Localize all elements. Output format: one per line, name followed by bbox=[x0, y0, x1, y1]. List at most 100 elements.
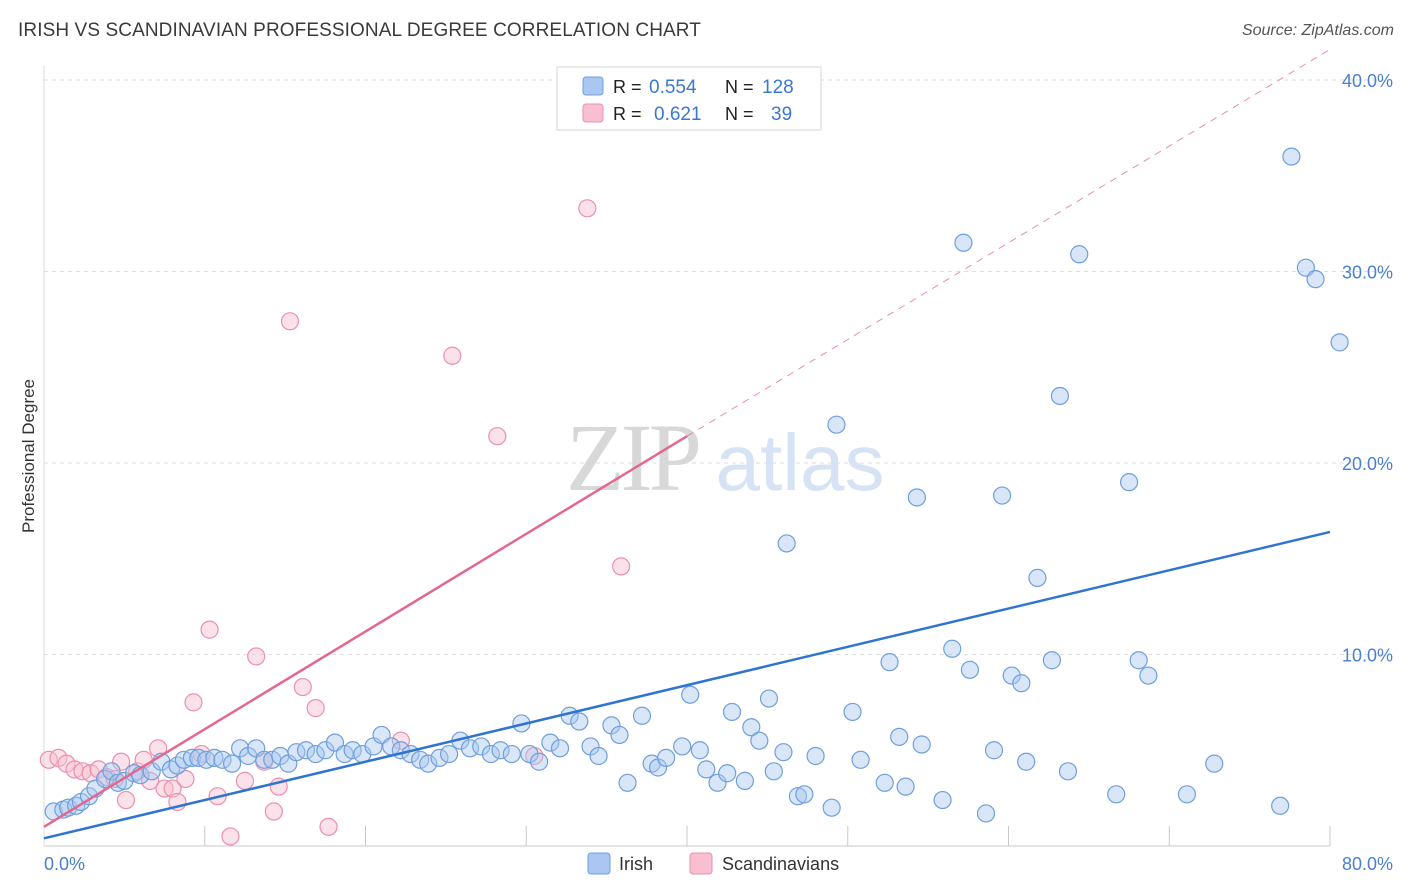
irish-point bbox=[851, 750, 870, 769]
irish-point bbox=[182, 748, 201, 768]
scandinavians-point bbox=[293, 677, 312, 697]
irish-point bbox=[1058, 762, 1078, 781]
x-tick-label-max: 80.0% bbox=[1342, 854, 1393, 874]
scandinavians-point bbox=[611, 557, 631, 576]
scandinavians-point bbox=[247, 647, 266, 666]
irish-point bbox=[673, 737, 692, 756]
chart-title: IRISH VS SCANDINAVIAN PROFESSIONAL DEGRE… bbox=[18, 20, 701, 41]
bottom-legend-irish-label: Irish bbox=[619, 854, 653, 874]
legend-irish-n-label: N = bbox=[725, 77, 754, 97]
irish-point bbox=[1017, 752, 1036, 771]
irish-point bbox=[697, 760, 716, 779]
irish-point bbox=[690, 741, 709, 760]
irish-point bbox=[472, 737, 491, 756]
scandinavians-point bbox=[280, 312, 300, 331]
irish-point bbox=[708, 773, 727, 792]
scandinavians-trendline bbox=[43, 435, 688, 828]
irish-point bbox=[1050, 386, 1070, 406]
scandinavians-point bbox=[264, 802, 283, 821]
irish-point bbox=[1177, 785, 1197, 804]
legend-scand-r-label: R = bbox=[613, 104, 642, 124]
scandinavians-point bbox=[116, 790, 136, 810]
irish-point bbox=[735, 771, 754, 790]
scandinavians-trendline-extension bbox=[686, 48, 1331, 437]
irish-point bbox=[491, 741, 510, 760]
irish-point bbox=[316, 741, 335, 760]
legend-irish-swatch bbox=[582, 76, 604, 96]
bottom-legend-scand-swatch bbox=[689, 852, 713, 875]
irish-point bbox=[742, 718, 761, 737]
y-tick-label: 10.0% bbox=[1342, 646, 1393, 666]
irish-point bbox=[296, 741, 316, 760]
irish-point bbox=[1070, 245, 1089, 264]
irish-point bbox=[822, 798, 841, 817]
irish-point bbox=[1330, 333, 1349, 352]
irish-point bbox=[1129, 651, 1148, 670]
irish-point bbox=[1205, 754, 1224, 773]
trend-lines bbox=[43, 48, 1331, 840]
irish-point bbox=[960, 660, 980, 679]
x-tick-label-min: 0.0% bbox=[44, 854, 85, 874]
scandinavians-point bbox=[221, 827, 240, 846]
irish-point bbox=[439, 744, 459, 764]
irish-point bbox=[788, 787, 808, 806]
irish-point bbox=[954, 233, 973, 252]
x-axis-ticks bbox=[204, 826, 1331, 846]
irish-point bbox=[774, 743, 793, 762]
irish-point bbox=[213, 750, 232, 769]
irish-point bbox=[1139, 666, 1158, 685]
scandinavians-point bbox=[488, 427, 507, 446]
irish-point bbox=[610, 725, 629, 745]
legend-irish-r-label: R = bbox=[613, 77, 642, 97]
irish-point bbox=[222, 754, 242, 773]
legend-scand-n-label: N = bbox=[725, 104, 754, 124]
irish-point bbox=[907, 488, 926, 507]
legend-box: R = 0.554 N = 128 R = 0.621 N = 39 bbox=[556, 66, 822, 131]
irish-point bbox=[976, 804, 996, 823]
y-tick-label: 20.0% bbox=[1342, 454, 1393, 474]
scandinavians-point bbox=[391, 731, 410, 750]
irish-point bbox=[984, 741, 1004, 760]
irish-point bbox=[1042, 651, 1062, 670]
scandinavians-point bbox=[200, 620, 219, 639]
irish-point bbox=[750, 731, 769, 750]
legend-irish-r-value: 0.554 bbox=[649, 77, 697, 98]
scandinavians-point bbox=[112, 752, 131, 771]
irish-trendline bbox=[43, 530, 1331, 840]
bottom-legend: Irish Scandinavians bbox=[587, 852, 839, 875]
legend-scand-swatch bbox=[582, 103, 604, 123]
irish-point bbox=[681, 685, 700, 704]
irish-point bbox=[1012, 674, 1031, 693]
irish-point bbox=[843, 702, 862, 722]
irish-point bbox=[1119, 473, 1139, 492]
irish-point bbox=[306, 744, 325, 764]
y-tick-labels: 10.0% 20.0% 30.0% 40.0% bbox=[1342, 71, 1393, 666]
legend-scand-n-value: 39 bbox=[771, 104, 792, 125]
irish-point bbox=[589, 746, 608, 766]
irish-point bbox=[764, 762, 783, 781]
irish-point bbox=[777, 534, 796, 553]
irish-point bbox=[618, 773, 637, 792]
irish-point bbox=[795, 785, 814, 804]
scandinavians-point bbox=[578, 199, 597, 218]
irish-point bbox=[460, 739, 480, 758]
irish-point bbox=[890, 727, 909, 746]
irish-point bbox=[481, 744, 500, 764]
source-label: Source: ZipAtlas.com bbox=[1241, 22, 1394, 39]
scandinavians-point bbox=[176, 769, 195, 789]
irish-point bbox=[827, 415, 846, 434]
irish-point bbox=[657, 748, 676, 768]
legend-irish-n-value: 128 bbox=[762, 77, 794, 98]
irish-point bbox=[632, 706, 652, 725]
irish-points bbox=[44, 147, 1349, 823]
irish-point bbox=[806, 746, 825, 766]
scandinavians-point bbox=[184, 693, 203, 712]
irish-point bbox=[343, 741, 362, 760]
watermark-zip: ZIP bbox=[566, 404, 699, 511]
irish-point bbox=[1028, 568, 1047, 588]
irish-point bbox=[943, 639, 962, 658]
irish-point bbox=[912, 735, 931, 754]
irish-point bbox=[550, 739, 570, 758]
irish-point bbox=[102, 762, 121, 781]
